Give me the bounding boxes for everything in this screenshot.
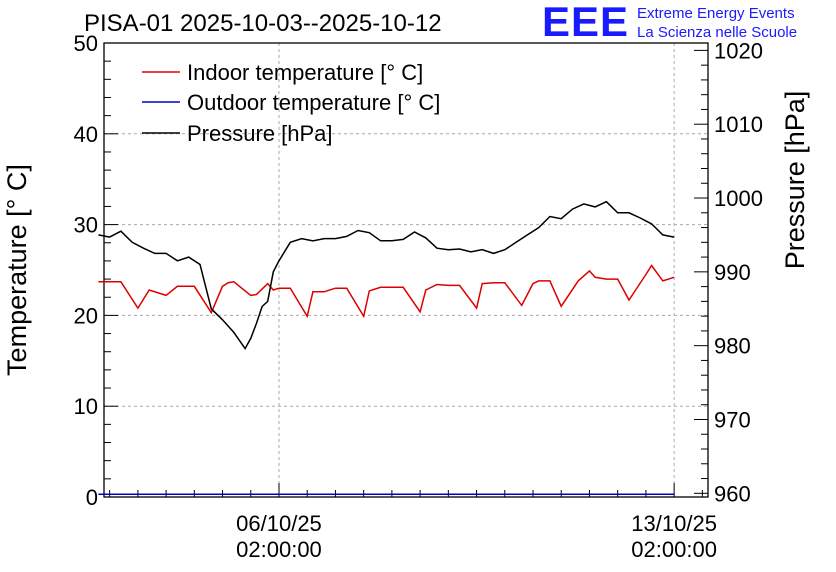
y-tick-label: 10: [74, 394, 98, 419]
pressure-line: [98, 200, 675, 351]
y2-tick-label: 1010: [714, 112, 763, 137]
y2-tick-label: 980: [714, 334, 751, 359]
chart-title: PISA-01 2025-10-03--2025-10-12: [84, 10, 442, 37]
logo-line-1: Extreme Energy Events: [637, 5, 795, 22]
x-tick-date: 06/10/25: [236, 511, 322, 536]
y-tick-label: 40: [74, 122, 98, 147]
x-tick-time: 02:00:00: [631, 537, 717, 562]
y-tick-label: 30: [74, 213, 98, 238]
y-tick-label: 20: [74, 303, 98, 328]
y-axis-label: Temperature [° C]: [2, 164, 32, 376]
legend-pressure-label: Pressure [hPa]: [187, 121, 333, 146]
y-tick-label: 50: [74, 31, 98, 56]
y2-tick-label: 990: [714, 260, 751, 285]
y2-tick-label: 1020: [714, 38, 763, 63]
y2-tick-label: 1000: [714, 186, 763, 211]
legend-indoor-label: Indoor temperature [° C]: [187, 60, 423, 85]
x-tick-time: 02:00:00: [236, 537, 322, 562]
logo-line-2: La Scienza nelle Scuole: [637, 24, 798, 41]
legend-outdoor-label: Outdoor temperature [° C]: [187, 90, 440, 115]
y2-tick-label: 960: [714, 481, 751, 506]
y2-tick-label: 970: [714, 407, 751, 432]
y-tick-label: 0: [86, 485, 98, 510]
x-tick-date: 13/10/25: [631, 511, 717, 536]
plot-frame: [103, 42, 709, 498]
indoor-temperature-line: [98, 264, 675, 319]
y2-axis-label: Pressure [hPa]: [780, 91, 810, 270]
eee-logo: EEE: [542, 0, 630, 45]
